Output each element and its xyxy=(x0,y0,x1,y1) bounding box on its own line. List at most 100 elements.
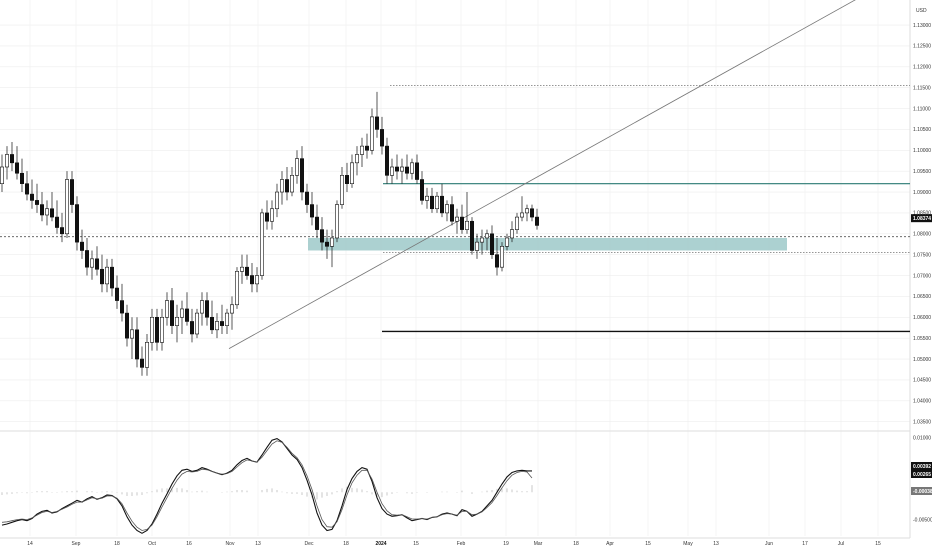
candle-down[interactable] xyxy=(529,208,534,218)
candle-down[interactable] xyxy=(364,145,369,151)
candle-up[interactable] xyxy=(369,116,374,151)
price-pane[interactable] xyxy=(0,0,910,376)
candle-up[interactable] xyxy=(509,229,514,239)
candle-up[interactable] xyxy=(215,321,220,331)
candle-down[interactable] xyxy=(110,266,115,289)
candle-down[interactable] xyxy=(24,183,29,195)
candle-up[interactable] xyxy=(235,271,240,306)
candle-down[interactable] xyxy=(324,241,329,247)
candle-down[interactable] xyxy=(309,204,314,218)
candle-down[interactable] xyxy=(245,266,250,276)
candle-up[interactable] xyxy=(389,166,394,176)
candle-down[interactable] xyxy=(75,204,80,243)
candle-down[interactable] xyxy=(54,216,59,228)
candle-down[interactable] xyxy=(404,166,409,174)
candle-up[interactable] xyxy=(399,166,404,172)
candle-up[interactable] xyxy=(0,166,5,184)
candle-up[interactable] xyxy=(145,342,150,368)
candle-up[interactable] xyxy=(334,204,339,239)
oscillator-line[interactable] xyxy=(1,437,532,534)
candle-down[interactable] xyxy=(374,116,379,130)
candle-down[interactable] xyxy=(49,208,54,218)
candle-down[interactable] xyxy=(304,191,309,205)
candle-down[interactable] xyxy=(250,275,255,285)
candle-up[interactable] xyxy=(195,312,200,335)
candle-down[interactable] xyxy=(489,233,494,255)
candle-up[interactable] xyxy=(105,266,110,285)
candle-down[interactable] xyxy=(534,216,539,226)
candle-down[interactable] xyxy=(95,258,100,270)
candle-up[interactable] xyxy=(519,212,524,218)
candle-down[interactable] xyxy=(210,316,215,331)
candle-up[interactable] xyxy=(479,237,484,243)
candle-down[interactable] xyxy=(384,145,389,176)
candle-up[interactable] xyxy=(130,329,135,339)
candle-down[interactable] xyxy=(414,162,419,180)
oscillator-pane[interactable] xyxy=(1,437,533,534)
candle-up[interactable] xyxy=(255,275,260,285)
candle-down[interactable] xyxy=(140,358,145,368)
candle-up[interactable] xyxy=(464,220,469,230)
candle-up[interactable] xyxy=(484,233,489,239)
candle-up[interactable] xyxy=(180,308,185,318)
time-axis[interactable]: 14 Sep 18 Oct 16 Nov 13 Dec 18 2024 15 Feb 19 Mar 18 Ap… xyxy=(27,541,881,547)
candle-down[interactable] xyxy=(264,212,269,222)
candle-down[interactable] xyxy=(34,200,39,205)
candle-up[interactable] xyxy=(240,266,245,272)
candle-down[interactable] xyxy=(115,287,120,301)
candle-down[interactable] xyxy=(449,204,454,222)
candle-up[interactable] xyxy=(5,154,10,168)
candle-up[interactable] xyxy=(44,208,49,216)
candle-up[interactable] xyxy=(274,191,279,210)
candle-down[interactable] xyxy=(120,300,125,314)
candle-down[interactable] xyxy=(205,300,210,318)
candle-down[interactable] xyxy=(394,166,399,172)
candle-down[interactable] xyxy=(185,308,190,322)
candle-down[interactable] xyxy=(100,268,105,285)
candle-down[interactable] xyxy=(439,195,444,214)
candle-down[interactable] xyxy=(155,316,160,343)
candle-up[interactable] xyxy=(514,216,519,230)
candle-up[interactable] xyxy=(160,316,165,343)
price-axis[interactable]: 1.13000 1.12500 1.12000 1.11500 1.11000 1.105… xyxy=(911,23,932,524)
candle-down[interactable] xyxy=(80,241,85,251)
candle-up[interactable] xyxy=(444,204,449,214)
candle-up[interactable] xyxy=(150,316,155,343)
candle-up[interactable] xyxy=(65,179,70,235)
candle-down[interactable] xyxy=(85,250,90,268)
candle-up[interactable] xyxy=(409,162,414,174)
trendline[interactable] xyxy=(228,0,885,349)
candle-up[interactable] xyxy=(230,304,235,314)
candle-up[interactable] xyxy=(269,208,274,222)
candle-down[interactable] xyxy=(494,254,499,268)
candle-down[interactable] xyxy=(419,179,424,201)
candle-up[interactable] xyxy=(329,237,334,247)
candle-up[interactable] xyxy=(359,145,364,155)
candle-up[interactable] xyxy=(289,175,294,193)
candle-down[interactable] xyxy=(190,321,195,335)
candle-down[interactable] xyxy=(70,179,75,205)
candle-up[interactable] xyxy=(504,237,509,247)
candle-down[interactable] xyxy=(39,204,44,216)
candle-up[interactable] xyxy=(474,241,479,251)
candle-down[interactable] xyxy=(459,216,464,230)
candle-down[interactable] xyxy=(469,220,474,251)
candle-down[interactable] xyxy=(10,154,15,164)
candle-up[interactable] xyxy=(454,216,459,222)
candle-up[interactable] xyxy=(499,246,504,268)
candle-down[interactable] xyxy=(284,179,289,193)
candle-up[interactable] xyxy=(90,258,95,268)
candle-down[interactable] xyxy=(429,195,434,210)
candle-down[interactable] xyxy=(379,129,384,147)
candle-down[interactable] xyxy=(220,321,225,326)
candle-down[interactable] xyxy=(314,216,319,230)
candle-down[interactable] xyxy=(125,312,130,339)
candle-up[interactable] xyxy=(339,175,344,205)
candle-down[interactable] xyxy=(319,229,324,243)
candle-down[interactable] xyxy=(59,227,64,235)
candle-up[interactable] xyxy=(424,195,429,201)
candle-down[interactable] xyxy=(170,300,175,326)
candle-down[interactable] xyxy=(19,172,24,184)
candle-up[interactable] xyxy=(524,208,529,214)
